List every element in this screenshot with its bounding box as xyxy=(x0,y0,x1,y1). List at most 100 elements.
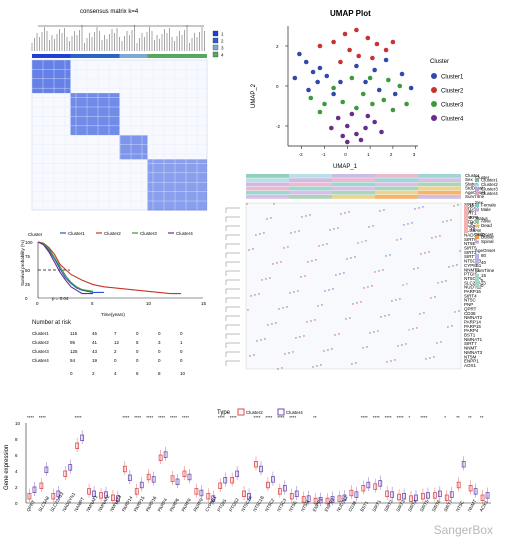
risk-x-tick: 0 xyxy=(70,371,73,376)
heatmap-cell xyxy=(430,297,432,299)
survival-y-tick-label: 50 xyxy=(25,268,31,273)
boxplot-panel: Type Cluster2 Cluster4 Gene expression 0 2… xyxy=(0,395,505,545)
heatmap-cell xyxy=(424,252,426,254)
heatmap-annotation-block xyxy=(332,186,375,191)
heatmap-cell xyxy=(419,313,421,315)
heatmap-annotation-block xyxy=(418,174,461,178)
scale-tick-label: 0 xyxy=(469,215,472,220)
heatmap-annotation-label: AgeOnset xyxy=(465,190,486,195)
umap-point xyxy=(390,107,396,113)
heatmap-annotation-block xyxy=(289,174,332,178)
survival-legend-label: Cluster4 xyxy=(176,231,193,236)
boxplot-category-label: PARP4 xyxy=(157,497,169,512)
boxplot-category-label: SIRT1 xyxy=(371,499,382,513)
heatmap-cell xyxy=(334,334,336,336)
heatmap-cell xyxy=(452,265,454,267)
umap-point xyxy=(392,91,398,97)
heatmap-cell xyxy=(339,273,341,275)
umap-point xyxy=(335,115,341,121)
heatmap-cell xyxy=(368,226,370,228)
survtime-tick-label: 5 xyxy=(481,278,484,283)
heatmap-cell xyxy=(338,333,340,335)
boxplot-significance: * xyxy=(409,415,411,420)
heatmap-cell xyxy=(405,343,407,345)
consensus-matrix-body xyxy=(31,59,208,211)
heatmap-cell xyxy=(283,247,285,249)
heatmap-cell xyxy=(271,323,273,325)
heatmap-cell xyxy=(288,352,290,354)
heatmap-legend-label: Alive xyxy=(481,219,491,224)
heatmap-legend-title: Status xyxy=(475,216,489,221)
risk-row-label: Cluster1 xyxy=(32,331,49,336)
heatmap-cell xyxy=(386,361,388,363)
scale-tick-label: 5 xyxy=(469,209,472,214)
umap-point xyxy=(404,101,409,107)
umap-point xyxy=(331,85,336,91)
heatmap-cell xyxy=(407,223,409,225)
heatmap-gene-label: NT5E xyxy=(464,241,476,246)
heatmap-cell xyxy=(265,278,267,280)
boxplot-significance: **** xyxy=(75,415,82,420)
heatmap-legend-label: Cluster2 xyxy=(481,182,498,187)
scale-gradient xyxy=(464,205,468,233)
age-tick-label: 40 xyxy=(481,260,487,265)
umap-point xyxy=(354,27,359,33)
umap-point xyxy=(374,41,380,47)
risk-row-label: Cluster2 xyxy=(32,340,49,345)
survival-y-tick-label: 100 xyxy=(25,240,33,245)
heatmap-cell xyxy=(413,268,415,270)
umap-point xyxy=(317,65,323,71)
heatmap-cell xyxy=(276,262,278,264)
heatmap-cell xyxy=(343,272,345,274)
risk-x-tick: 8 xyxy=(158,371,161,376)
boxplot-significance: **** xyxy=(373,415,380,420)
umap-point xyxy=(363,79,368,85)
heatmap-legend-swatch xyxy=(475,220,479,223)
heatmap-legend-swatch xyxy=(475,224,479,228)
heatmap-cell xyxy=(253,354,255,356)
heatmap-cell xyxy=(318,245,320,247)
heatmap-cell xyxy=(403,224,405,226)
consensus-block xyxy=(147,159,207,211)
heatmap-cell xyxy=(448,266,450,268)
umap-point xyxy=(310,69,316,75)
umap-y-tick-label: -2 xyxy=(276,124,280,129)
heatmap-cell xyxy=(437,282,439,284)
boxplot-category-label: PARP9 xyxy=(192,497,204,512)
heatmap-gene-label: SIRT1 xyxy=(464,202,477,207)
heatmap-annotation-block xyxy=(246,190,289,195)
heatmap-cell xyxy=(270,217,272,219)
umap-legend-dot xyxy=(431,101,437,107)
risk-cell: 115 xyxy=(70,331,78,336)
heatmap-gene-label: BST1 xyxy=(464,333,476,338)
heatmap-cell xyxy=(284,353,286,355)
heatmap-legend-label: Cluster1 xyxy=(481,178,498,183)
boxplot-significance: **** xyxy=(170,415,177,420)
heatmap-gene-label: NT5C xyxy=(464,298,477,303)
boxplot-svg: Type Cluster2 Cluster4 Gene expression 0 2… xyxy=(4,408,491,513)
umap-point xyxy=(354,105,359,111)
heatmap-cell xyxy=(306,321,308,323)
scale-tick-label: -5 xyxy=(469,221,473,226)
survival-legend-title: Cluster xyxy=(28,232,43,237)
heatmap-cell xyxy=(366,346,368,348)
risk-cell: 41 xyxy=(92,340,98,345)
heatmap-gene-label: SIRT5 xyxy=(464,246,477,251)
heatmap-cell xyxy=(383,209,385,211)
umap-point xyxy=(356,53,362,59)
umap-point xyxy=(365,35,371,41)
heatmap-legend-title: Sex xyxy=(475,200,484,205)
umap-point xyxy=(297,51,302,57)
heatmap-annotation-block xyxy=(332,195,375,199)
heatmap-cell xyxy=(303,335,305,337)
risk-cell: 125 xyxy=(70,349,78,354)
heatmap-cell xyxy=(345,318,347,320)
cluster-bar-block xyxy=(70,54,120,58)
heatmap-legend-title: SurvTime xyxy=(475,268,495,273)
heatmap-annotation-block xyxy=(375,186,418,191)
heatmap-gene-label: SIRT4 xyxy=(464,293,477,298)
risk-cell: 0 xyxy=(136,349,139,354)
heatmap-annotation-block xyxy=(289,195,332,199)
heatmap-cell xyxy=(289,292,291,294)
consensus-legend-label: 4 xyxy=(221,53,224,58)
